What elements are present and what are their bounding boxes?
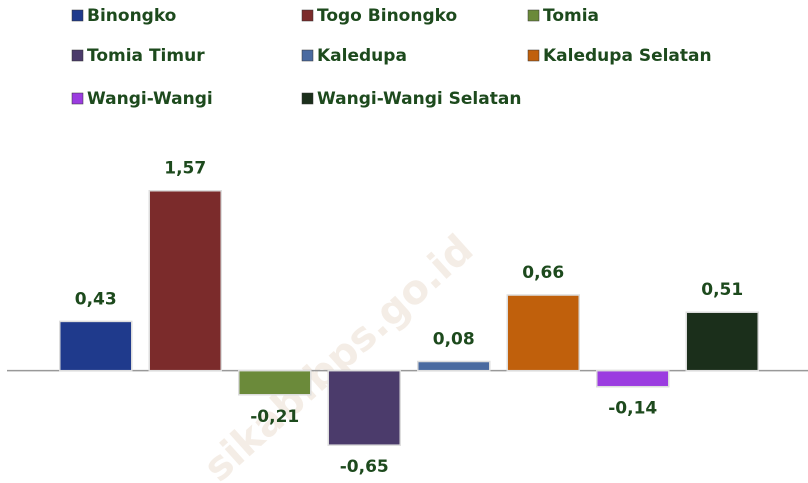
bar <box>596 369 670 388</box>
legend-label: Kaledupa Selatan <box>543 46 712 66</box>
bar <box>238 369 312 396</box>
legend-swatch <box>71 9 84 22</box>
data-label: 0,51 <box>701 280 743 300</box>
legend-label: Tomia <box>543 6 599 26</box>
bar <box>685 311 759 372</box>
data-label: -0,65 <box>340 457 389 477</box>
legend-label: Togo Binongko <box>317 6 457 26</box>
legend-label: Binongko <box>87 6 176 26</box>
legend-swatch <box>71 92 84 105</box>
legend-label: Tomia Timur <box>87 46 205 66</box>
legend-label: Wangi-Wangi Selatan <box>317 89 521 109</box>
bar <box>417 360 491 372</box>
legend-swatch <box>301 49 314 62</box>
data-label: 0,66 <box>522 263 564 283</box>
legend-swatch <box>71 49 84 62</box>
legend-swatch <box>301 92 314 105</box>
legend-label: Wangi-Wangi <box>87 89 213 109</box>
data-label: 1,57 <box>164 159 206 179</box>
data-label: 0,08 <box>433 330 475 350</box>
bar <box>506 294 580 372</box>
legend-swatch <box>301 9 314 22</box>
bar <box>59 320 133 372</box>
bar <box>327 369 401 446</box>
legend-label: Kaledupa <box>317 46 407 66</box>
legend-swatch <box>527 49 540 62</box>
data-label: 0,43 <box>75 289 117 309</box>
bar <box>148 189 222 372</box>
data-label: -0,21 <box>250 407 299 427</box>
legend-swatch <box>527 9 540 22</box>
data-label: -0,14 <box>608 399 657 419</box>
